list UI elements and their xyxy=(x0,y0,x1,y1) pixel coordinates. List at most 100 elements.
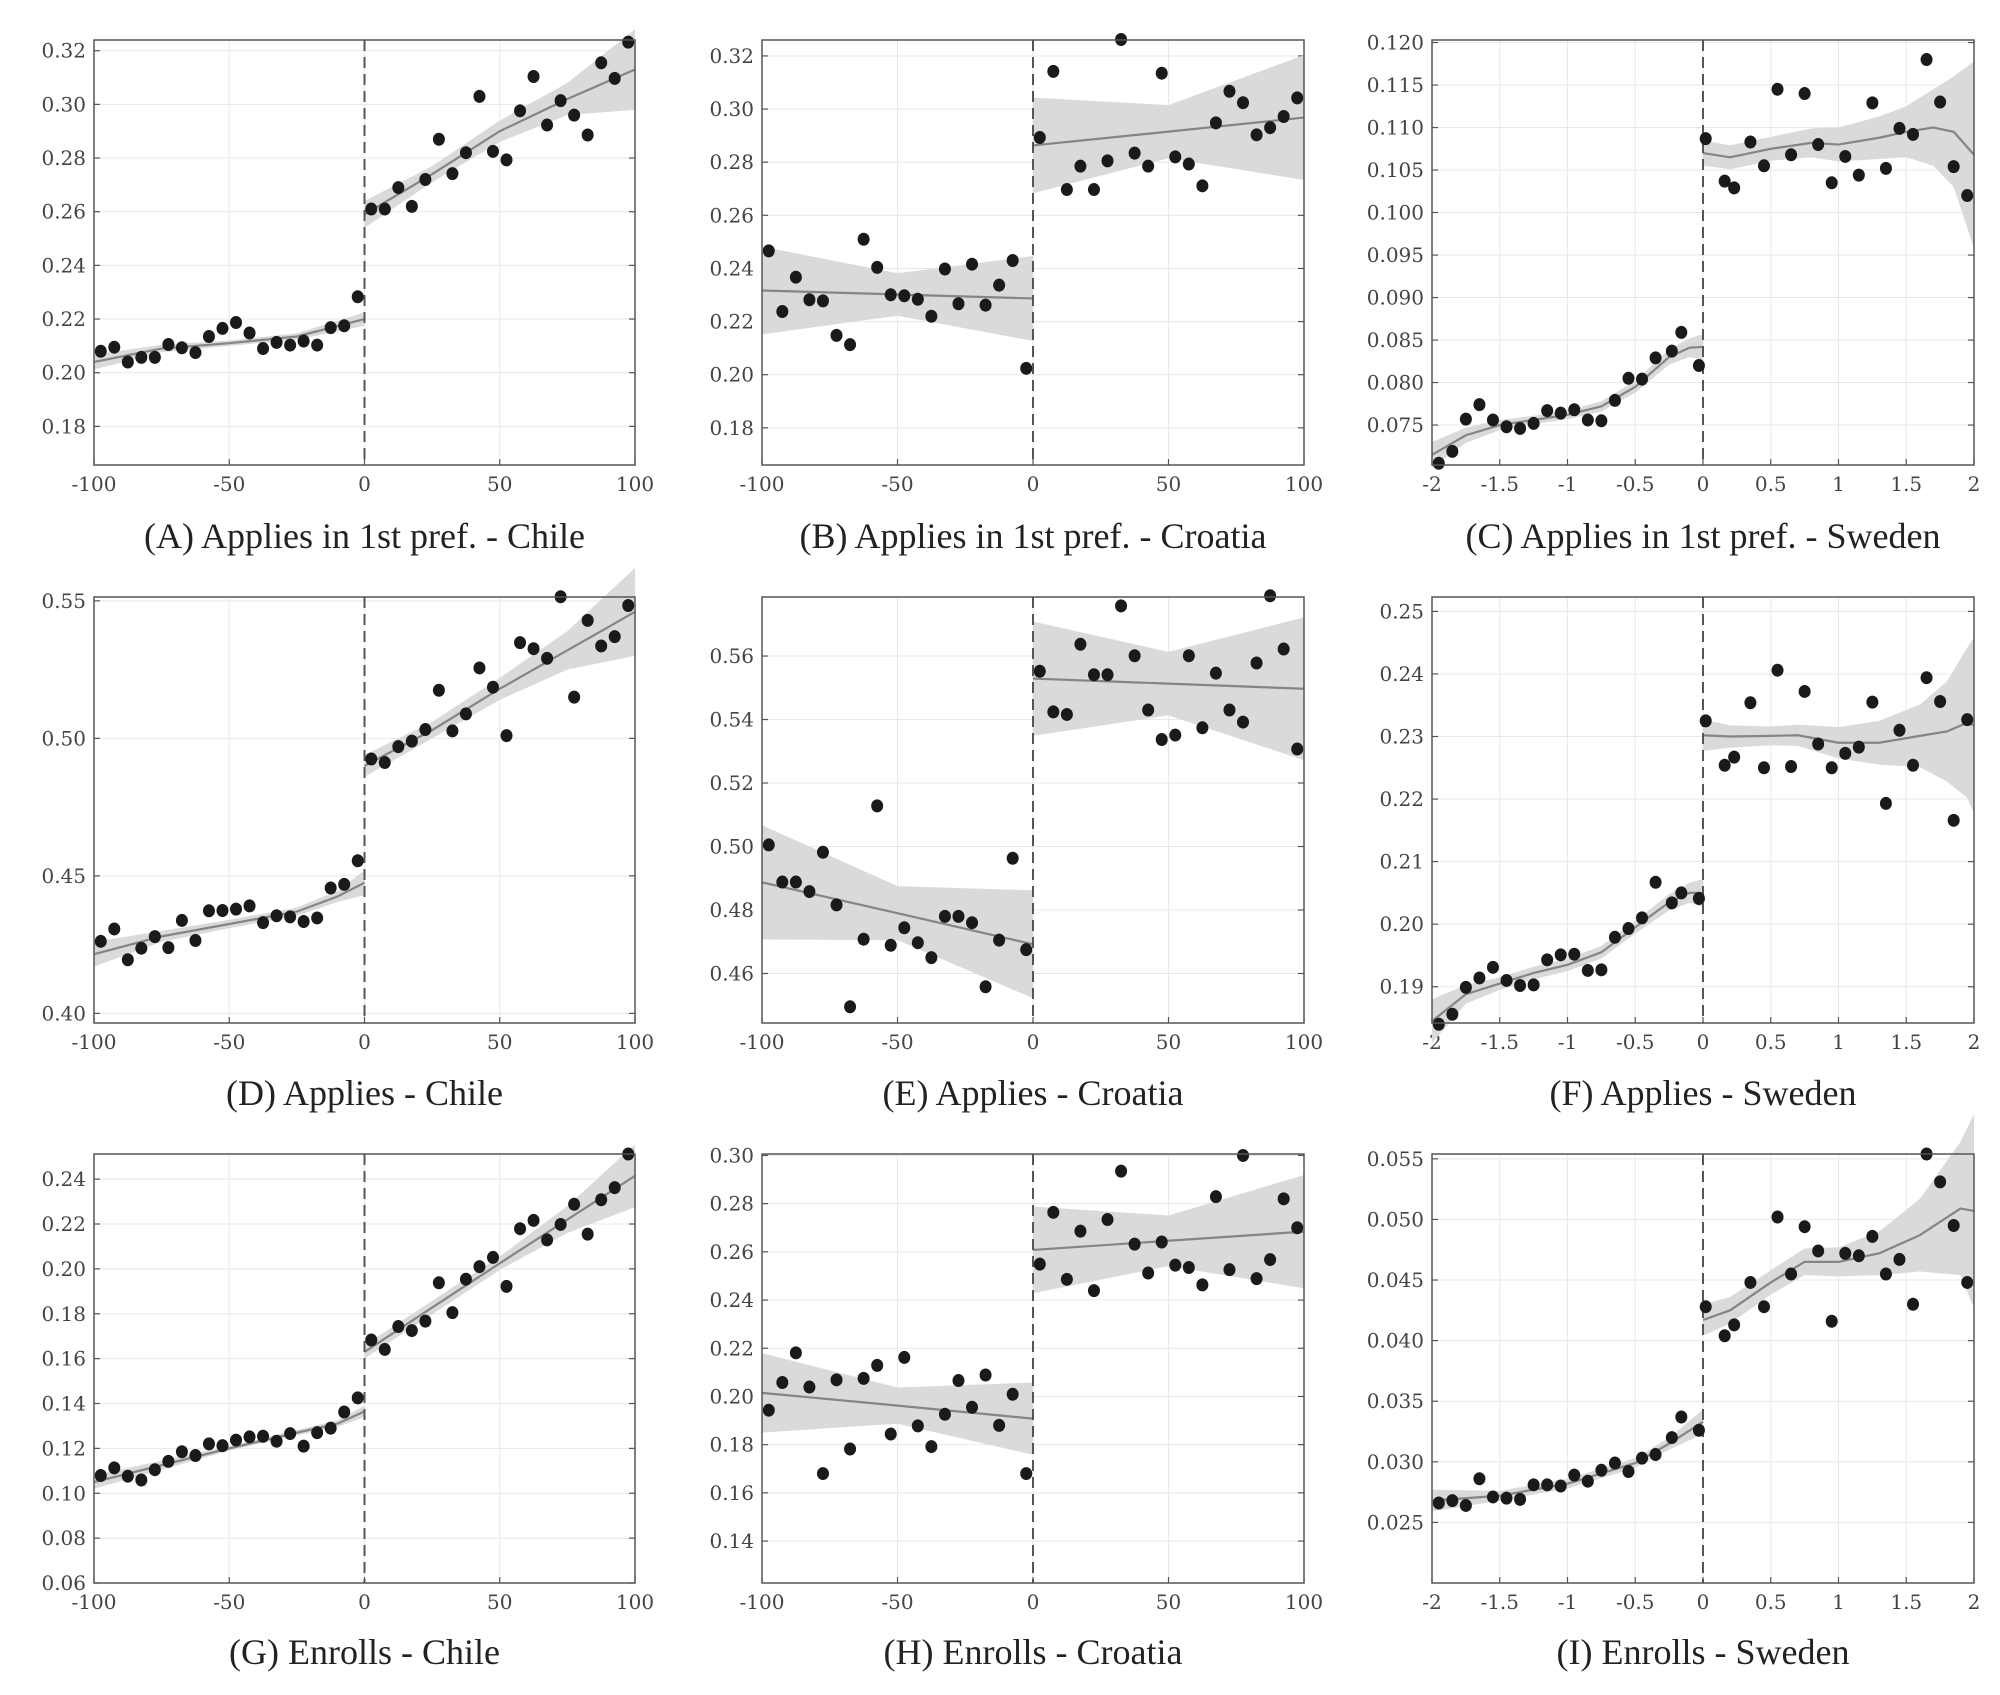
y-tick-label: 0.54 xyxy=(709,708,754,732)
data-point xyxy=(1223,1263,1236,1277)
y-tick-label: 0.48 xyxy=(709,898,754,922)
y-tick-label: 0.26 xyxy=(709,203,754,227)
data-point xyxy=(514,104,527,118)
y-tick-label: 0.18 xyxy=(709,1433,754,1457)
data-point xyxy=(1060,183,1073,197)
y-tick-label: 0.23 xyxy=(1379,724,1424,748)
data-point xyxy=(1486,413,1499,427)
y-tick-label: 0.30 xyxy=(41,92,86,116)
y-tick-label: 0.28 xyxy=(709,1192,754,1216)
data-point xyxy=(1581,1474,1594,1488)
x-tick-label: 1 xyxy=(1832,1030,1845,1054)
data-point xyxy=(884,288,897,302)
data-point xyxy=(1907,1297,1920,1311)
data-point xyxy=(925,309,938,323)
data-point xyxy=(1675,1410,1688,1424)
data-point xyxy=(1514,978,1527,992)
data-point xyxy=(1568,947,1581,961)
axes-frame xyxy=(1431,39,1975,466)
axes-frame xyxy=(93,39,636,466)
data-point xyxy=(1291,91,1304,105)
data-point xyxy=(311,1426,324,1440)
fit-line-left xyxy=(1431,345,1704,456)
data-point xyxy=(1879,1267,1892,1281)
data-point xyxy=(979,298,992,312)
data-point xyxy=(1033,130,1046,144)
data-point xyxy=(1459,980,1472,994)
data-point xyxy=(1182,649,1195,663)
data-point xyxy=(1033,1257,1046,1271)
y-tick-label: 0.24 xyxy=(41,253,86,277)
data-point xyxy=(776,304,789,318)
y-tick-label: 0.22 xyxy=(709,1336,754,1360)
data-point xyxy=(284,338,297,352)
y-tick-label: 0.56 xyxy=(709,644,754,668)
y-tick-label: 0.100 xyxy=(1367,201,1424,225)
x-tick-label: 50 xyxy=(487,1590,512,1614)
data-point xyxy=(1622,1465,1635,1479)
y-tick-label: 0.24 xyxy=(709,256,754,280)
data-point xyxy=(459,1272,472,1286)
y-tick-label: 0.22 xyxy=(41,1212,86,1236)
data-point xyxy=(1825,761,1838,775)
y-tick-label: 0.32 xyxy=(709,44,754,68)
data-point xyxy=(1128,146,1141,160)
x-tick-label: 100 xyxy=(1285,1030,1323,1054)
x-tick-label: 1 xyxy=(1832,1590,1845,1614)
x-tick-label: 50 xyxy=(1156,1590,1181,1614)
data-point xyxy=(1947,160,1960,174)
panel-caption: (C) Applies in 1st pref. - Sweden xyxy=(1466,516,1941,556)
data-point xyxy=(1101,154,1114,168)
data-point xyxy=(189,346,202,360)
data-point xyxy=(1020,361,1033,375)
data-point xyxy=(789,270,802,284)
data-point xyxy=(1169,728,1182,742)
data-point xyxy=(378,202,391,216)
data-point xyxy=(979,1368,992,1382)
y-tick-label: 0.040 xyxy=(1367,1329,1424,1353)
data-point xyxy=(392,1320,405,1334)
data-point xyxy=(1047,64,1060,78)
data-point xyxy=(324,1421,337,1435)
y-tick-label: 0.115 xyxy=(1367,73,1424,97)
y-tick-label: 0.06 xyxy=(41,1571,86,1595)
data-point xyxy=(1432,1017,1445,1031)
data-point xyxy=(1060,707,1073,721)
data-point xyxy=(1074,159,1087,173)
data-point xyxy=(1514,421,1527,435)
data-point xyxy=(1961,1275,1974,1289)
x-tick-label: 0 xyxy=(358,1590,371,1614)
data-point xyxy=(1155,1235,1168,1249)
data-point xyxy=(351,1391,364,1405)
data-point xyxy=(459,707,472,721)
ci-band-right xyxy=(364,1144,635,1359)
x-tick-label: 2 xyxy=(1968,1030,1981,1054)
data-point xyxy=(925,951,938,965)
x-tick-label: 100 xyxy=(616,1030,654,1054)
ci-band-left xyxy=(1432,1409,1703,1512)
data-point xyxy=(473,1260,486,1274)
data-point xyxy=(581,1227,594,1241)
data-point xyxy=(1237,715,1250,729)
data-point xyxy=(789,875,802,889)
data-point xyxy=(1277,642,1290,656)
y-tick-label: 0.22 xyxy=(709,310,754,334)
data-point xyxy=(1665,344,1678,358)
y-tick-label: 0.08 xyxy=(41,1526,86,1550)
x-tick-label: 0.5 xyxy=(1755,472,1787,496)
ci-band-right xyxy=(1703,1114,1974,1336)
data-point xyxy=(1771,663,1784,677)
data-point xyxy=(135,1473,148,1487)
y-tick-label: 0.10 xyxy=(41,1481,86,1505)
data-point xyxy=(541,1233,554,1247)
data-point xyxy=(1608,393,1621,407)
panel-h: -100 -50 0 50 100 0.14 0.16 0.18 0.20 0.22 0.24 0.2… xyxy=(709,1143,1323,1672)
ci-band-right xyxy=(1703,637,1974,813)
data-point xyxy=(527,1213,540,1227)
data-point xyxy=(1006,1387,1019,1401)
data-point xyxy=(514,636,527,650)
ci-band-left xyxy=(94,312,365,370)
panel-g: -100 -50 0 50 100 0.06 0.08 0.10 0.12 0.14 0.16 0.1… xyxy=(41,1144,654,1672)
data-point xyxy=(162,941,175,955)
